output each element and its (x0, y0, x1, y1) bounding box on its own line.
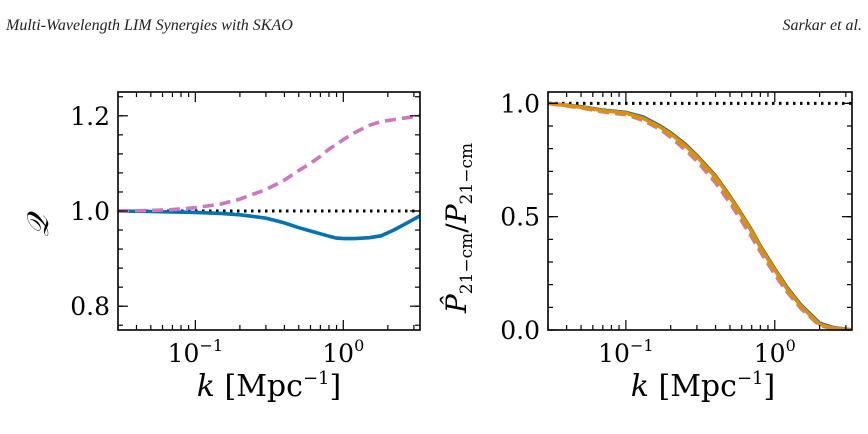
right-x-tick-label: 100 (754, 336, 796, 368)
right-y-axis-label: P̂21−cm/P21−cm (440, 143, 477, 314)
right-series-4-line (548, 101, 852, 330)
left-x-tick-label: 100 (322, 336, 364, 368)
left-tick-labels: 0.8 1.0 1.2 10−1 100 (70, 102, 364, 368)
left-x-axis-label: k [Mpc−1] (197, 368, 341, 404)
left-series-2-line (118, 114, 420, 213)
left-y-tick-label: 0.8 (70, 292, 110, 321)
right-plot-data (548, 101, 852, 330)
left-series-group (118, 114, 420, 241)
left-plot-data (118, 114, 420, 241)
left-x-tick-label: 10−1 (168, 336, 223, 368)
left-y-axis-label: 𝒬 (21, 211, 56, 237)
right-x-axis-label: k [Mpc−1] (631, 368, 775, 404)
left-panel: 0.8 1.0 1.2 10−1 100 𝒬 k [Mpc−1] (21, 91, 421, 404)
right-y-tick-label: 1.0 (500, 89, 540, 118)
right-series-1-line (548, 101, 852, 330)
right-ticks (547, 92, 852, 331)
left-series-1-line (118, 209, 420, 241)
right-series-3-line (548, 101, 852, 330)
right-axes-frame (547, 91, 853, 331)
running-header-title: Multi-Wavelength LIM Synergies with SKAO (6, 17, 293, 34)
left-y-tick-label: 1.2 (70, 102, 110, 131)
left-axes-frame (117, 91, 421, 331)
right-x-tick-label: 10−1 (598, 336, 653, 368)
right-series-group (548, 101, 852, 330)
right-y-tick-label: 0.5 (500, 203, 540, 232)
right-series-2-line (548, 101, 852, 330)
left-y-tick-label: 1.0 (70, 197, 110, 226)
right-panel: 0.0 0.5 1.0 10−1 100 P̂21−cm/P21−cm k [Mpc−1… (440, 89, 853, 404)
right-y-tick-label: 0.0 (500, 316, 540, 345)
right-tick-labels: 0.0 0.5 1.0 10−1 100 (500, 89, 796, 368)
left-ticks (117, 92, 420, 330)
running-header-authors: Sarkar et al. (782, 17, 862, 34)
